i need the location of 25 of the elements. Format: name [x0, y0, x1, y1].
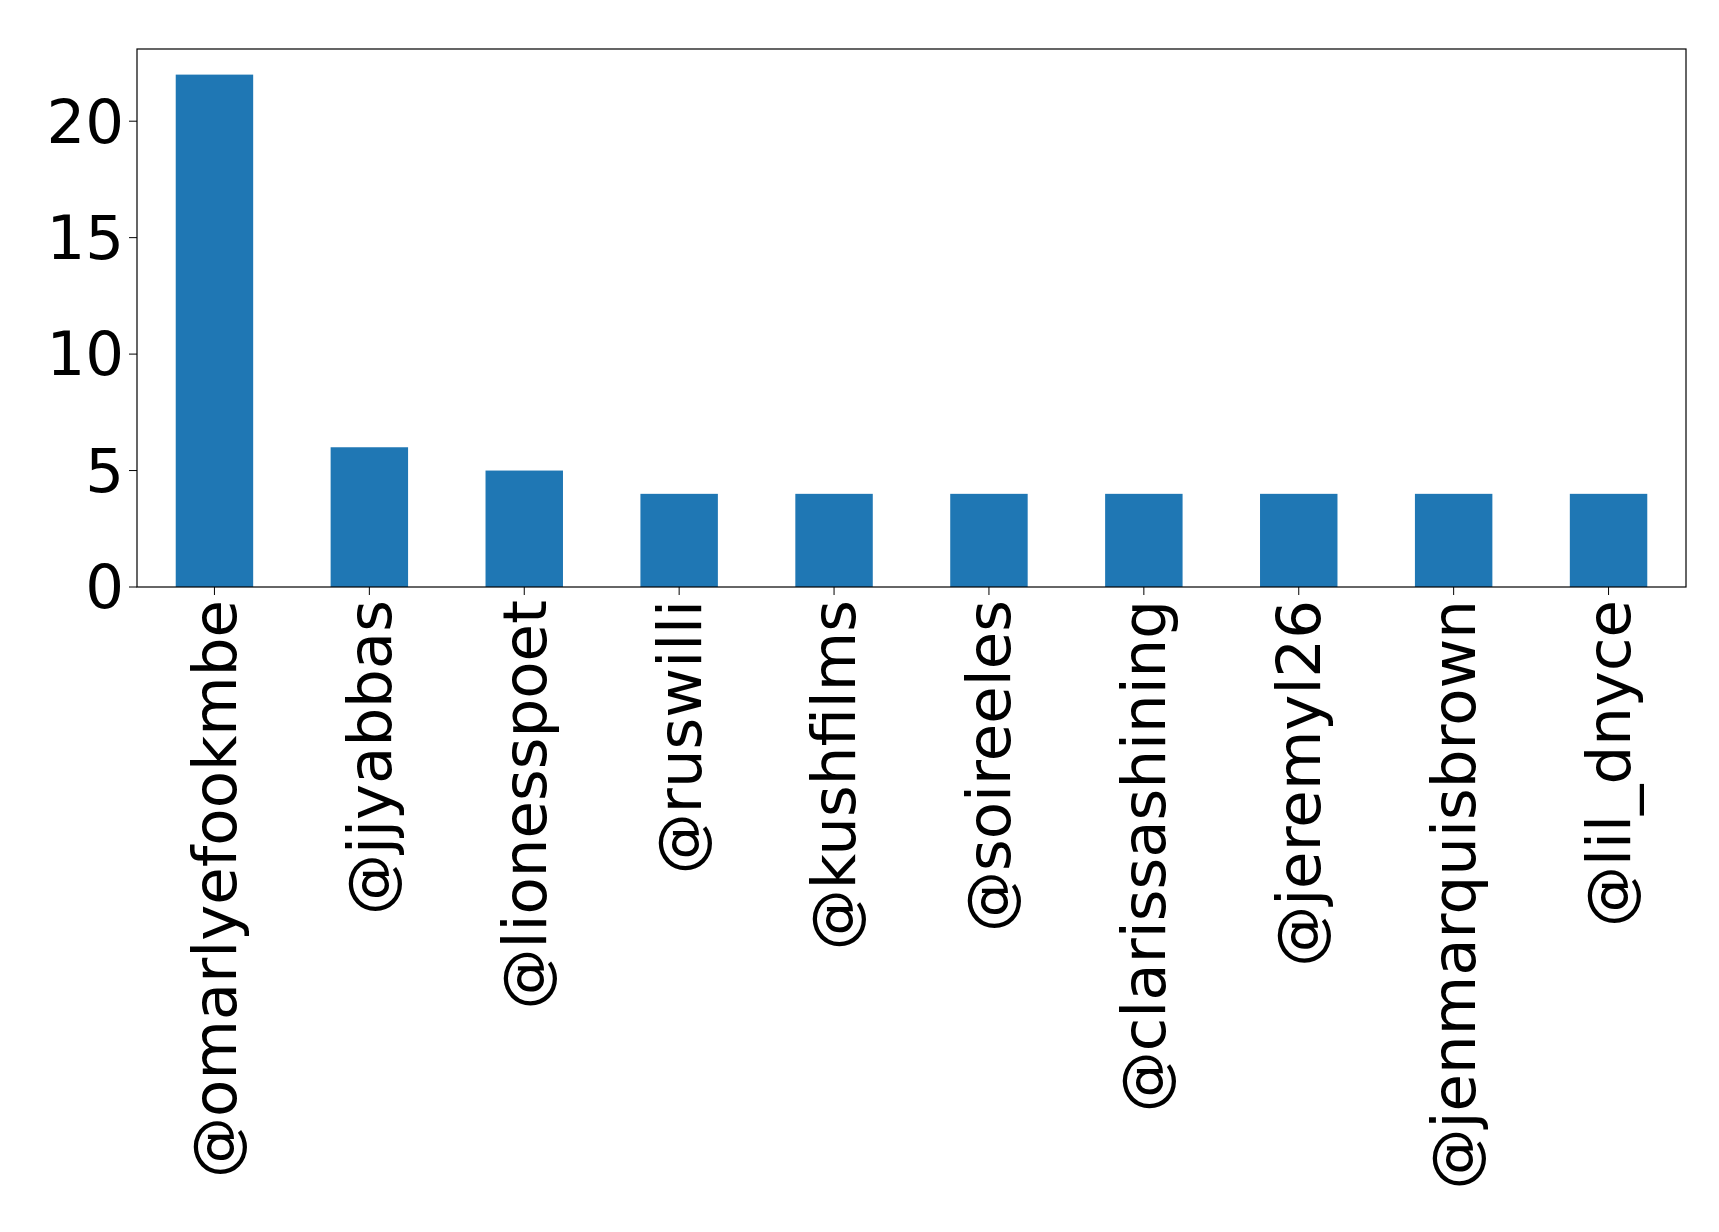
x-tick-label: @jeremyl26 — [1263, 600, 1335, 967]
bar — [175, 74, 254, 587]
x-tick-label: @clarissashining — [1108, 600, 1180, 1113]
bar — [1414, 493, 1493, 587]
y-tick-label: 20 — [46, 85, 124, 157]
x-tick-label: @soireeles — [953, 600, 1025, 933]
y-tick-label: 15 — [46, 202, 124, 273]
bar — [485, 470, 563, 587]
x-tick-label: @jenmarquisbrown — [1418, 600, 1489, 1190]
x-tick-label: @jjyabbas — [333, 600, 405, 915]
y-tick-label: 5 — [85, 434, 124, 506]
y-tick-label: 10 — [46, 318, 124, 390]
x-tick-label: @kushfilms — [798, 600, 870, 951]
bar — [1260, 493, 1338, 587]
y-tick-label: 0 — [85, 551, 124, 623]
bar — [640, 493, 718, 587]
bar — [795, 493, 873, 587]
x-tick-label: @lionesspoet — [488, 600, 560, 1010]
x-tick-label: @lil_dnyce — [1572, 600, 1644, 927]
x-tick-label: @omarlyefookmbe — [178, 600, 250, 1178]
bar — [950, 493, 1028, 587]
bar — [330, 447, 409, 587]
bar — [1105, 493, 1183, 587]
bar — [1569, 493, 1648, 587]
x-tick-label: @ruswilli — [643, 600, 715, 875]
